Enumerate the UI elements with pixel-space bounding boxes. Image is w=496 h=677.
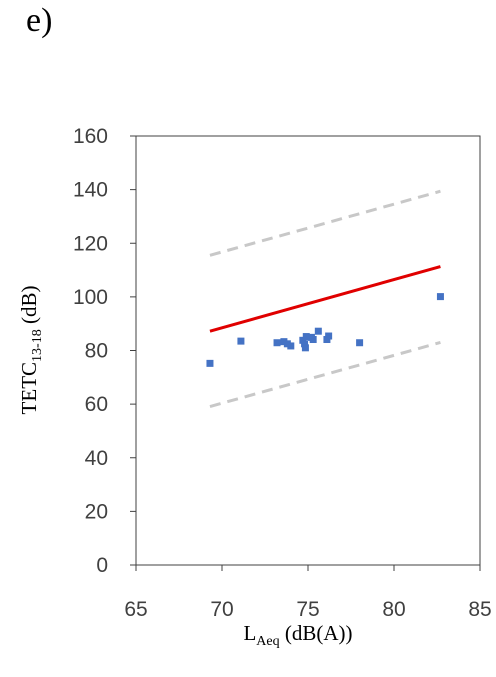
- data-point: [314, 327, 322, 335]
- fit-line: [209, 265, 441, 333]
- data-point: [237, 337, 245, 345]
- data-point: [302, 333, 310, 341]
- x-tick-label: 85: [468, 598, 491, 621]
- y-tick-label: 140: [73, 179, 108, 202]
- confidence-bounds: [209, 189, 441, 408]
- data-point: [325, 332, 333, 340]
- x-tick-label: 65: [124, 598, 147, 621]
- data-point: [301, 344, 309, 352]
- data-point: [301, 340, 309, 348]
- y-tick-label: 80: [85, 340, 108, 363]
- data-point: [287, 342, 295, 350]
- y-tick-label: 60: [85, 393, 108, 416]
- data-point: [436, 293, 444, 301]
- fit-line-group: [209, 265, 441, 333]
- data-points: [206, 293, 444, 367]
- data-point: [206, 359, 214, 367]
- axis-titles: LAeq (dB(A)) TETC13-18 (dB): [17, 286, 353, 649]
- x-tick-label: 70: [210, 598, 233, 621]
- y-tick-label: 0: [96, 554, 108, 577]
- x-tick-label: 80: [382, 598, 405, 621]
- data-point: [309, 336, 317, 344]
- tick-labels: 65 70 75 80 85 0 20 40 60 80 100 120 140 160: [73, 125, 492, 621]
- y-tick-label: 160: [73, 125, 108, 148]
- y-axis-title: TETC13-18 (dB): [17, 286, 45, 415]
- y-tick-label: 100: [73, 286, 108, 309]
- y-tick-label: 20: [85, 500, 108, 523]
- y-axis-title-group: TETC13-18 (dB): [17, 286, 45, 415]
- x-tick-label: 75: [296, 598, 319, 621]
- x-axis-title: LAeq (dB(A)): [243, 621, 352, 649]
- y-tick-label: 40: [85, 447, 108, 470]
- lower-bound-line: [209, 341, 441, 408]
- data-point: [356, 339, 364, 347]
- y-tick-label: 120: [73, 232, 108, 255]
- data-point: [273, 339, 281, 347]
- panel-label: e): [26, 2, 53, 39]
- upper-bound-line: [209, 189, 441, 257]
